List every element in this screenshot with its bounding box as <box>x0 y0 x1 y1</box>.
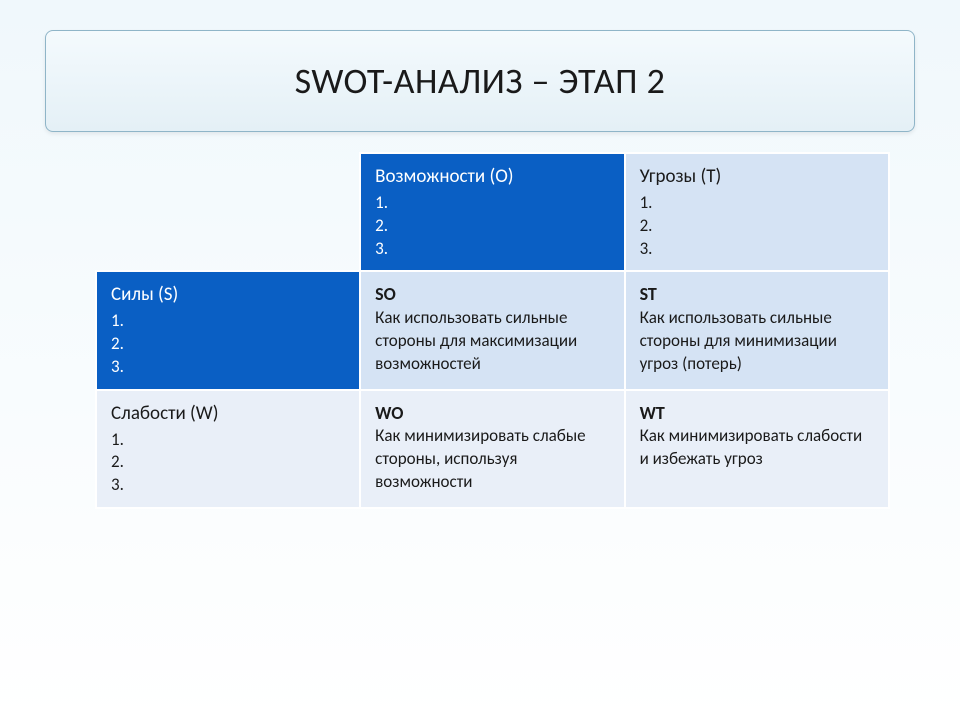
wo-code: WO <box>375 402 403 424</box>
strengths-list: 1. 2. 3. <box>111 310 345 379</box>
wo-body: Как минимизировать слабые стороны, испол… <box>375 425 609 494</box>
swot-matrix-table: Возможности (O) 1. 2. 3. Угрозы (T) 1. 2… <box>95 152 890 509</box>
row-header-strengths: Силы (S) 1. 2. 3. <box>96 271 360 389</box>
weaknesses-list: 1. 2. 3. <box>111 429 345 498</box>
table-row-weaknesses: Слабости (W) 1. 2. 3. WO Как минимизиров… <box>96 390 889 508</box>
slide-title: SWOT-АНАЛИЗ – ЭТАП 2 <box>86 59 874 103</box>
strengths-title: Силы (S) <box>111 282 345 308</box>
st-code: ST <box>640 283 657 305</box>
col-header-opportunities: Возможности (O) 1. 2. 3. <box>360 153 624 271</box>
wt-body: Как минимизировать слабости и избежать у… <box>640 425 874 471</box>
opportunities-list: 1. 2. 3. <box>375 192 609 261</box>
slide-title-box: SWOT-АНАЛИЗ – ЭТАП 2 <box>45 30 915 132</box>
threats-list: 1. 2. 3. <box>640 192 874 261</box>
table-header-row: Возможности (O) 1. 2. 3. Угрозы (T) 1. 2… <box>96 153 889 271</box>
threats-title: Угрозы (T) <box>640 164 874 190</box>
so-body: Как использовать сильные стороны для мак… <box>375 307 609 376</box>
cell-wo: WO Как минимизировать слабые стороны, ис… <box>360 390 624 508</box>
st-body: Как использовать сильные стороны для мин… <box>640 307 874 376</box>
cell-st: ST Как использовать сильные стороны для … <box>625 271 889 389</box>
col-header-threats: Угрозы (T) 1. 2. 3. <box>625 153 889 271</box>
wt-code: WT <box>640 402 665 424</box>
empty-corner-cell <box>96 153 360 271</box>
cell-so: SO Как использовать сильные стороны для … <box>360 271 624 389</box>
cell-wt: WT Как минимизировать слабости и избежат… <box>625 390 889 508</box>
weaknesses-title: Слабости (W) <box>111 401 345 427</box>
row-header-weaknesses: Слабости (W) 1. 2. 3. <box>96 390 360 508</box>
so-code: SO <box>375 283 396 305</box>
table-row-strengths: Силы (S) 1. 2. 3. SO Как использовать си… <box>96 271 889 389</box>
opportunities-title: Возможности (O) <box>375 164 609 190</box>
